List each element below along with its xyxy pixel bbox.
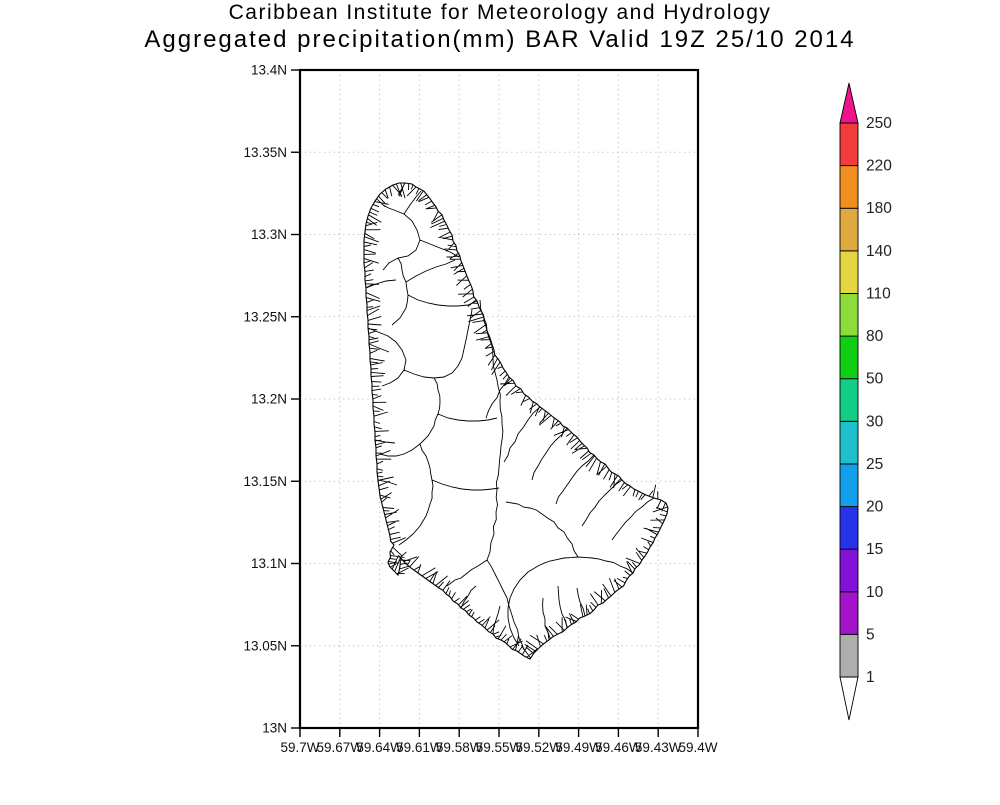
title-institute: Caribbean Institute for Meteorology and … bbox=[228, 1, 772, 24]
lat-tick-label: 13.05N bbox=[243, 638, 287, 653]
lat-tick-label: 13N bbox=[262, 721, 287, 736]
lon-tick-label: 59.67W bbox=[317, 740, 364, 755]
lat-tick-label: 13.35N bbox=[243, 145, 287, 160]
colorbar-under-arrow bbox=[839, 676, 859, 721]
colorbar-tick-label: 25 bbox=[866, 456, 883, 473]
colorbar-tick-label: 180 bbox=[866, 200, 892, 217]
lon-tick-label: 59.52W bbox=[516, 740, 563, 755]
colorbar-tick-label: 220 bbox=[866, 158, 892, 175]
colorbar-tick-label: 250 bbox=[866, 115, 892, 132]
lon-tick-label: 59.55W bbox=[476, 740, 523, 755]
lat-tick-label: 13.2N bbox=[251, 392, 287, 407]
colorbar-segment-25-30 bbox=[839, 420, 859, 465]
colorbar-tick-label: 15 bbox=[866, 541, 883, 558]
colorbar-segment-15-20 bbox=[839, 506, 859, 550]
plot-title: Caribbean Institute for Meteorology and … bbox=[0, 0, 1000, 53]
lon-tick-label: 59.64W bbox=[356, 740, 403, 755]
colorbar-segment-80-110 bbox=[839, 293, 859, 337]
colorbar-segment-140-180 bbox=[839, 207, 859, 252]
colorbar-segment-220-250 bbox=[839, 122, 859, 167]
lon-tick-label: 59.49W bbox=[555, 740, 602, 755]
lon-tick-label: 59.7W bbox=[280, 740, 319, 755]
colorbar-tick-label: 50 bbox=[866, 371, 884, 388]
colorbar-segment-30-50 bbox=[839, 378, 859, 422]
colorbar-tick-label: 30 bbox=[866, 413, 884, 430]
colorbar-segment-10-15 bbox=[839, 548, 859, 593]
colorbar-tick-label: 5 bbox=[866, 626, 875, 643]
latitude-axis: 13.4N 13.35N 13.3N 13.25N 13.2N 13.15N 13.1N 13… bbox=[243, 63, 300, 736]
colorbar-legend: 250 220 180 140 110 80 50 30 25 20 15 10 5 1 bbox=[839, 82, 892, 721]
title-product: Aggregated precipitation(mm) BAR Valid 1… bbox=[144, 26, 856, 53]
colorbar-segment-5-10 bbox=[839, 591, 859, 635]
colorbar-tick-label: 10 bbox=[866, 584, 884, 601]
colorbar-tick-label: 20 bbox=[866, 499, 884, 516]
colorbar-segment-110-140 bbox=[839, 250, 859, 294]
colorbar-tick-label: 1 bbox=[866, 669, 875, 686]
lat-tick-label: 13.4N bbox=[251, 63, 287, 78]
lat-tick-label: 13.3N bbox=[251, 227, 287, 242]
lon-tick-label: 59.43W bbox=[635, 740, 682, 755]
barbados-watershed-map bbox=[363, 182, 669, 660]
colorbar-segment-1-5 bbox=[839, 633, 859, 678]
watershed-boundaries bbox=[365, 190, 655, 651]
colorbar-segment-180-220 bbox=[839, 165, 859, 209]
colorbar-over-arrow bbox=[839, 82, 859, 124]
lon-tick-label: 59.4W bbox=[678, 740, 717, 755]
longitude-axis: 59.7W59.67W59.64W59.61W59.58W59.55W59.52… bbox=[280, 728, 718, 755]
coastal-catchment-hatching bbox=[363, 182, 668, 659]
colorbar-segment-50-80 bbox=[839, 335, 859, 380]
lon-tick-label: 59.61W bbox=[396, 740, 443, 755]
lat-tick-label: 13.1N bbox=[251, 556, 287, 571]
lat-tick-label: 13.15N bbox=[243, 474, 287, 489]
lat-tick-label: 13.25N bbox=[243, 309, 287, 324]
colorbar-segment-20-25 bbox=[839, 463, 859, 507]
colorbar-tick-label: 140 bbox=[866, 243, 892, 260]
colorbar-tick-label: 80 bbox=[866, 328, 884, 345]
coastline bbox=[363, 182, 669, 660]
lon-tick-label: 59.46W bbox=[595, 740, 642, 755]
lon-tick-label: 59.58W bbox=[436, 740, 483, 755]
colorbar-tick-label: 110 bbox=[866, 286, 891, 303]
